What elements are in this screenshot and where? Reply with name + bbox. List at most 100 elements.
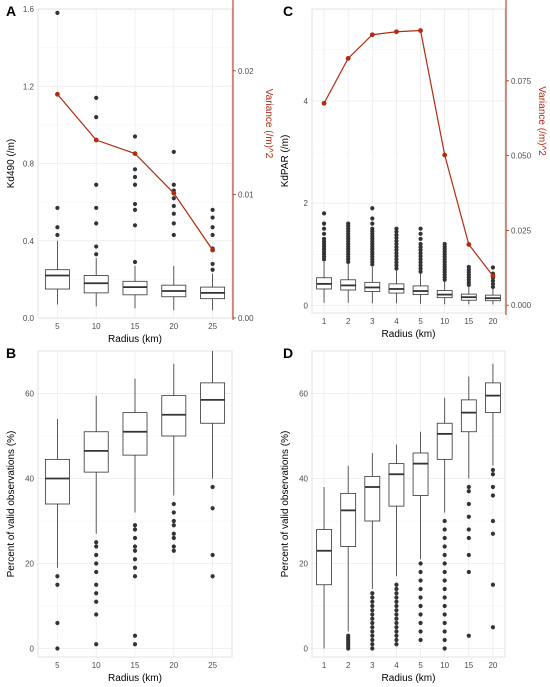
outlier-point [346,221,351,226]
outlier-point [132,557,138,562]
outlier-point [418,226,423,231]
box-c-15 [460,264,477,305]
box-d-10 [436,397,453,651]
y-axis-title: KdPAR (/m) [280,135,291,188]
outlier-point [370,608,375,613]
outlier-point [132,174,138,180]
outlier-point [418,260,423,265]
y-axis-title: Kd490 (/m) [6,139,17,188]
box-d-1 [316,487,332,649]
outlier-point [370,226,375,231]
outlier-point [442,637,447,643]
box-a-25 [200,207,226,311]
panel-letter-b: B [6,345,16,361]
outlier-point [171,535,176,541]
box-b-25 [200,351,226,579]
x-tick-label: 2 [346,661,351,670]
outlier-point [55,10,60,15]
y-tick-label: 0.8 [23,160,35,169]
secondary-tick-label: 0.025 [511,226,532,235]
outlier-point [132,544,138,549]
outlier-point [94,252,99,257]
secondary-tick-label: 0.01 [238,190,254,199]
secondary-tick-label: 0.000 [511,301,532,310]
box-d-4 [388,444,405,647]
outlier-point [210,232,215,238]
outlier-point [321,231,327,236]
y-tick-label: 60 [299,390,308,399]
outlier-point [442,569,447,575]
outlier-point [442,620,447,626]
outlier-point [418,269,423,274]
box-body [44,269,70,290]
outlier-point [442,646,447,651]
outlier-point [171,544,176,549]
x-tick-label: 15 [131,322,140,331]
outlier-point [132,523,138,528]
x-axis-title: Radius (km) [108,334,162,345]
outlier-point [490,278,496,283]
outlier-point [132,259,138,265]
variance-point [93,137,99,143]
panel-border [311,8,506,314]
outlier-point [321,221,327,226]
box-b-10 [83,395,109,647]
outlier-point [394,633,399,638]
box-body [460,399,477,433]
y-tick-label: 0 [304,645,309,654]
outlier-point [94,540,99,545]
outlier-point [210,261,215,267]
x-tick-label: 25 [208,322,217,331]
x-tick-label: 4 [394,317,399,326]
x-tick-label: 3 [370,661,375,670]
x-tick-label: 1 [322,317,327,326]
outlier-point [394,603,399,609]
outlier-point [370,646,375,651]
outlier-point [171,149,176,155]
y-axis-title: Percent of valid observations (%) [6,431,17,578]
outlier-point [466,569,471,575]
panel-d: D 0 20 40 60 1 2 3 4 5 10 15 20 Radius (km) Percent of… [280,345,506,684]
variance-point [490,273,496,279]
outlier-point [490,265,496,270]
secondary-tick-label: 0.050 [511,152,532,161]
variance-point [418,28,423,33]
box-d-15 [460,376,477,638]
outlier-point [370,620,375,626]
outlier-point [490,284,496,290]
x-tick-label: 20 [488,317,497,326]
x-tick-label: 20 [488,661,497,670]
y-tick-label: 40 [25,475,34,484]
outlier-point [394,238,399,244]
variance-point [369,32,375,38]
outlier-point [55,620,60,626]
outlier-point [394,266,399,271]
outlier-point [418,266,423,271]
outlier-point [394,591,399,596]
outlier-point [418,241,423,247]
outlier-point [418,263,423,268]
outlier-point [370,625,375,630]
outlier-point [394,612,399,617]
x-tick-label: 5 [418,661,423,670]
outlier-point [210,574,215,579]
outlier-point [94,582,99,587]
x-tick-label: 25 [208,661,217,670]
outlier-point [490,484,496,490]
box-b-5 [44,419,70,651]
box-body [436,422,453,460]
outlier-point [94,544,99,549]
variance-point [442,152,448,158]
box-d-3 [364,453,381,651]
panel-border [311,350,506,658]
outlier-point [394,248,399,253]
panel-b: B 0 20 40 60 5 10 15 20 25 Radius (km) Percent of v… [6,345,233,684]
secondary-tick-label: 0.00 [238,314,254,323]
outlier-point [442,595,447,600]
y-tick-label: 0.4 [23,237,35,246]
outlier-point [490,281,496,286]
box-body [316,529,332,586]
box-c-10 [436,241,453,305]
outlier-point [442,535,447,541]
